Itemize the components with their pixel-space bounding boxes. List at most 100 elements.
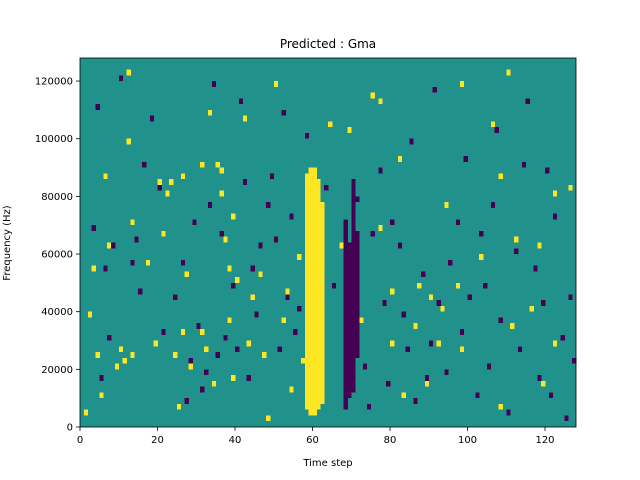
heatmap-cell-negative: [541, 300, 546, 306]
heatmap-cell-negative: [366, 403, 372, 410]
heatmap-cell-positive: [219, 190, 224, 197]
heatmap-cell-positive: [122, 357, 127, 364]
heatmap-cell-negative: [459, 328, 465, 335]
heatmap-cell-positive: [378, 98, 383, 105]
heatmap-cell-positive: [169, 179, 174, 185]
heatmap-cell-positive: [180, 173, 186, 180]
heatmap-cell-positive: [339, 242, 344, 249]
heatmap-cell-negative: [293, 328, 298, 335]
heatmap-cell-positive: [99, 392, 104, 399]
heatmap-cell-positive: [378, 225, 383, 231]
heatmap-cell-negative: [211, 81, 217, 87]
heatmap-cell-negative: [572, 357, 577, 364]
heatmap-cell-positive: [479, 254, 484, 260]
heatmap-cell-negative: [424, 375, 430, 381]
heatmap-cell-negative: [107, 334, 112, 341]
heatmap-column-negative: [343, 219, 348, 410]
heatmap-cell-negative: [99, 375, 104, 381]
heatmap-cell-positive: [145, 259, 151, 266]
heatmap-cell-negative: [498, 317, 503, 324]
heatmap-cell-negative: [405, 346, 410, 353]
heatmap-cell-positive: [440, 305, 445, 312]
heatmap-cell-positive: [459, 81, 465, 87]
chart-title: Predicted : Gma: [280, 37, 376, 51]
heatmap-cell-negative: [277, 346, 282, 353]
heatmap-cell-negative: [207, 202, 213, 208]
heatmap-cell-positive: [266, 415, 271, 422]
heatmap-cell-negative: [324, 184, 329, 191]
heatmap-cell-negative: [421, 271, 426, 278]
heatmap-cell-negative: [134, 236, 139, 243]
heatmap-cell-positive: [200, 161, 205, 168]
heatmap-cell-negative: [525, 98, 530, 105]
heatmap-cell-positive: [455, 282, 461, 289]
heatmap-cell-positive: [510, 323, 515, 329]
heatmap-cell-positive: [242, 115, 248, 122]
heatmap-cell-negative: [432, 86, 437, 93]
heatmap-cell-negative: [223, 334, 228, 341]
heatmap-cell-negative: [490, 202, 496, 208]
x-tick-label: 0: [77, 435, 83, 446]
heatmap-cell-positive: [231, 375, 236, 381]
heatmap-cell-negative: [219, 230, 224, 237]
heatmap-cell-negative: [455, 219, 461, 226]
heatmap-cell-positive: [95, 352, 100, 358]
heatmap-cell-positive: [188, 363, 193, 370]
heatmap-cell-negative: [378, 167, 383, 174]
heatmap-cell-negative: [258, 242, 263, 249]
heatmap-cell-negative: [370, 230, 375, 237]
heatmap-cell-negative: [254, 311, 259, 318]
heatmap-cell-positive: [436, 340, 441, 347]
y-tick-label: 120000: [35, 77, 73, 88]
heatmap-cell-negative: [161, 328, 166, 335]
y-axis: 0 20000 40000 60000 80000 100000 120000: [35, 77, 80, 434]
heatmap-cell-positive: [211, 380, 217, 387]
heatmap-cell-positive: [347, 127, 352, 133]
x-tick-label: 20: [151, 435, 164, 446]
heatmap-cell-positive: [91, 265, 96, 272]
heatmap-cell-positive: [552, 340, 558, 347]
heatmap-cell-positive: [424, 380, 430, 387]
heatmap-cell-positive: [161, 230, 166, 237]
heatmap-cell-positive: [289, 386, 294, 393]
heatmap-cell-positive: [180, 328, 186, 335]
x-tick-label: 40: [229, 435, 242, 446]
heatmap-cell-negative: [448, 259, 453, 266]
heatmap-cell-negative: [467, 294, 472, 301]
heatmap-cell-positive: [428, 294, 434, 301]
x-axis-label: Time step: [302, 458, 352, 469]
heatmap-cell-negative: [289, 213, 294, 220]
heatmap-column-negative: [347, 242, 352, 399]
heatmap-cell-negative: [192, 219, 197, 226]
x-tick-label: 100: [458, 435, 477, 446]
heatmap-cell-positive: [126, 69, 131, 76]
heatmap-cell-negative: [242, 179, 248, 185]
heatmap-cell-negative: [533, 265, 538, 272]
heatmap-cell-positive: [537, 242, 542, 249]
heatmap-cell-negative: [266, 202, 271, 208]
heatmap-cell-negative: [297, 305, 302, 312]
plot-frame: [79, 57, 577, 428]
heatmap-cell-negative: [568, 294, 573, 301]
heatmap-cell-negative: [564, 415, 569, 422]
heatmap-cell-negative: [397, 242, 403, 249]
heatmap-cell-negative: [130, 259, 135, 266]
heatmap-cell-positive: [246, 340, 251, 347]
heatmap-cell-negative: [552, 213, 558, 220]
heatmap-cell-negative: [231, 282, 236, 289]
heatmap-cell-negative: [215, 352, 220, 358]
heatmap-cell-positive: [490, 121, 496, 128]
heatmap-cell-positive: [258, 271, 263, 278]
heatmap-cell-positive: [281, 317, 286, 324]
heatmap-cell-negative: [401, 311, 406, 318]
heatmap-cell-positive: [552, 190, 558, 197]
heatmap-cell-negative: [386, 380, 391, 387]
heatmap-column-negative: [355, 230, 360, 358]
heatmap-cell-negative: [382, 300, 387, 306]
heatmap-cell-positive: [417, 282, 422, 289]
heatmap-cell-negative: [91, 225, 96, 231]
heatmap-cell-positive: [300, 357, 306, 364]
heatmap-cell-negative: [188, 357, 193, 364]
heatmap-cell-negative: [560, 334, 565, 341]
